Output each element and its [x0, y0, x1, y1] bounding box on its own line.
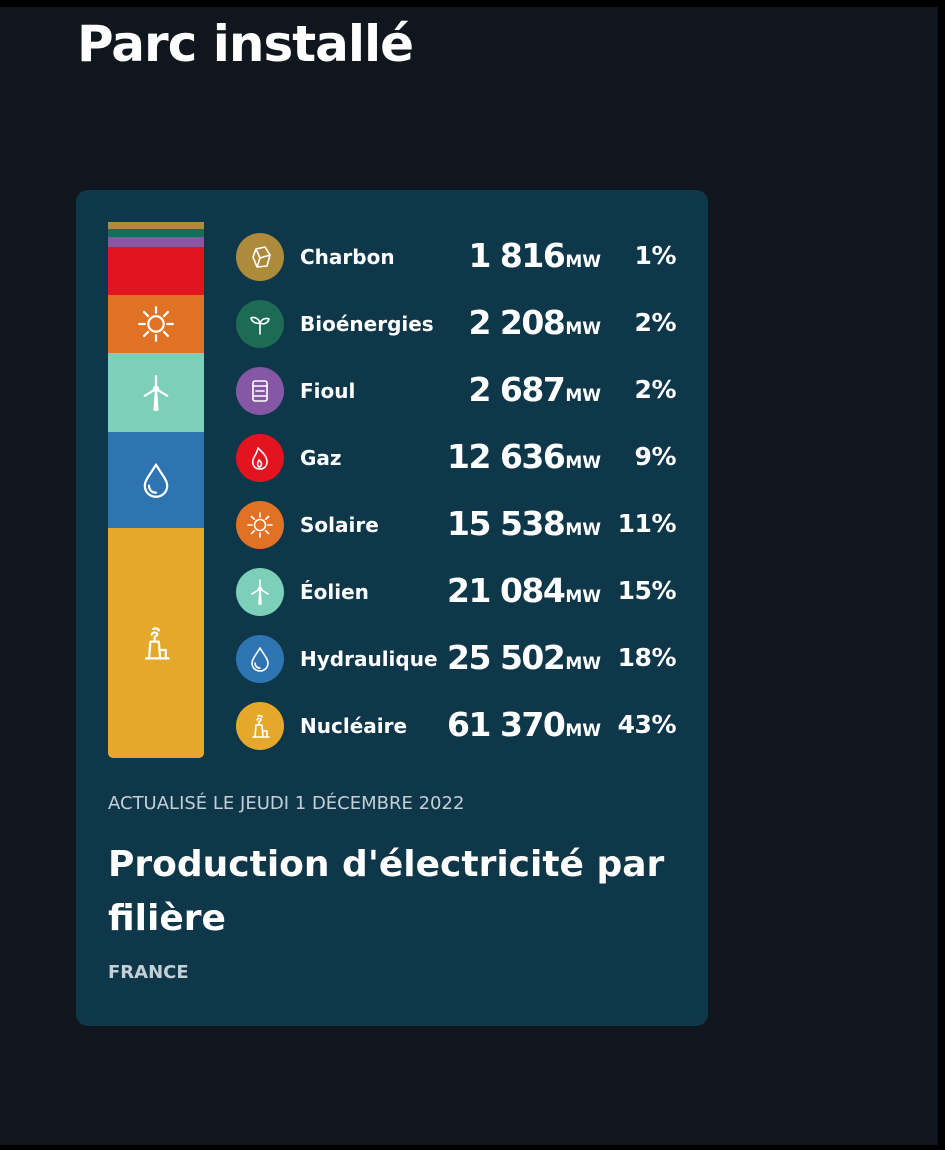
value-unit: MW: [565, 453, 601, 473]
value-number: 15 538: [447, 504, 566, 543]
legend-badge: [236, 300, 284, 348]
flame-icon: [251, 447, 268, 470]
legend-value: 15 538MW: [447, 504, 601, 543]
legend-row[interactable]: Solaire 15 538MW 11%: [236, 501, 677, 549]
legend-badge: [236, 568, 284, 616]
bar-segment-6[interactable]: [108, 432, 204, 529]
legend-value: 12 636MW: [447, 437, 601, 476]
legend-value: 1 816MW: [468, 236, 601, 275]
legend-label: Bioénergies: [300, 312, 434, 336]
legend-row[interactable]: Fioul 2 687MW 2%: [236, 367, 677, 415]
sun-icon: [138, 306, 174, 342]
wind-turbine-icon: [251, 579, 269, 605]
legend-label: Gaz: [300, 446, 342, 470]
value-unit: MW: [565, 654, 601, 674]
bar-segment-2[interactable]: [108, 237, 204, 248]
legend-badge: [236, 635, 284, 683]
update-date: ACTUALISÉ LE JEUDI 1 DÉCEMBRE 2022: [108, 793, 465, 814]
legend-percent: 9%: [634, 442, 677, 471]
coal-icon: [252, 246, 271, 268]
legend-label: Fioul: [300, 379, 356, 403]
legend-label: Éolien: [300, 580, 369, 604]
legend-percent: 43%: [617, 710, 677, 739]
legend-label: Charbon: [300, 245, 395, 269]
legend-label: Hydraulique: [300, 647, 438, 671]
legend-value: 2 687MW: [468, 370, 601, 409]
bar-segment-3[interactable]: [108, 247, 204, 296]
value-number: 25 502: [447, 638, 566, 677]
value-unit: MW: [565, 587, 601, 607]
bar-segment-5[interactable]: [108, 352, 204, 433]
legend-badge: [236, 501, 284, 549]
bar-segment-7[interactable]: [108, 527, 204, 758]
legend-row[interactable]: Nucléaire 61 370MW 43%: [236, 702, 677, 750]
sun-icon: [247, 512, 273, 538]
value-number: 1 816: [468, 236, 565, 275]
legend-value: 25 502MW: [447, 638, 601, 677]
legend-value: 2 208MW: [468, 303, 601, 342]
legend-value: 21 084MW: [447, 571, 601, 610]
legend-percent: 1%: [634, 241, 677, 270]
legend-badge: [236, 367, 284, 415]
legend-label: Solaire: [300, 513, 379, 537]
value-number: 2 208: [468, 303, 565, 342]
legend-row[interactable]: Éolien 21 084MW 15%: [236, 568, 677, 616]
value-number: 61 370: [447, 705, 566, 744]
legend-row[interactable]: Charbon 1 816MW 1%: [236, 233, 677, 281]
barrel-icon: [252, 380, 268, 402]
bar-segment-0[interactable]: [108, 222, 204, 230]
value-number: 12 636: [447, 437, 566, 476]
legend-label: Nucléaire: [300, 714, 408, 738]
legend-row[interactable]: Gaz 12 636MW 9%: [236, 434, 677, 482]
nuclear-plant-icon: [252, 714, 270, 738]
legend-percent: 2%: [634, 375, 677, 404]
water-drop-icon: [251, 647, 269, 672]
legend-badge: [236, 702, 284, 750]
chart-title: Production d'électricité par filière: [108, 844, 665, 939]
stacked-bar: [108, 222, 204, 758]
water-drop-icon: [143, 463, 169, 499]
legend-percent: 15%: [617, 576, 677, 605]
legend-value: 61 370MW: [447, 705, 601, 744]
region-label: FRANCE: [108, 962, 189, 983]
page: Parc installé Charbon 1 816MW 1% Bioénergie…: [0, 7, 938, 1145]
legend-badge: [236, 434, 284, 482]
value-number: 2 687: [468, 370, 565, 409]
wind-turbine-icon: [143, 374, 169, 411]
value-unit: MW: [565, 319, 601, 339]
value-number: 21 084: [447, 571, 566, 610]
legend-percent: 2%: [634, 308, 677, 337]
legend-percent: 11%: [617, 509, 677, 538]
legend-percent: 18%: [617, 643, 677, 672]
value-unit: MW: [565, 252, 601, 272]
value-unit: MW: [565, 721, 601, 741]
value-unit: MW: [565, 386, 601, 406]
nuclear-plant-icon: [145, 627, 170, 660]
legend-row[interactable]: Hydraulique 25 502MW 18%: [236, 635, 677, 683]
production-card[interactable]: Charbon 1 816MW 1% Bioénergies 2 208MW 2% Fiou…: [76, 190, 708, 1026]
legend-row[interactable]: Bioénergies 2 208MW 2%: [236, 300, 677, 348]
bar-segment-4[interactable]: [108, 294, 204, 354]
legend-badge: [236, 233, 284, 281]
value-unit: MW: [565, 520, 601, 540]
leaf-icon: [250, 316, 270, 335]
bar-segment-1[interactable]: [108, 228, 204, 238]
page-title: Parc installé: [77, 15, 414, 73]
